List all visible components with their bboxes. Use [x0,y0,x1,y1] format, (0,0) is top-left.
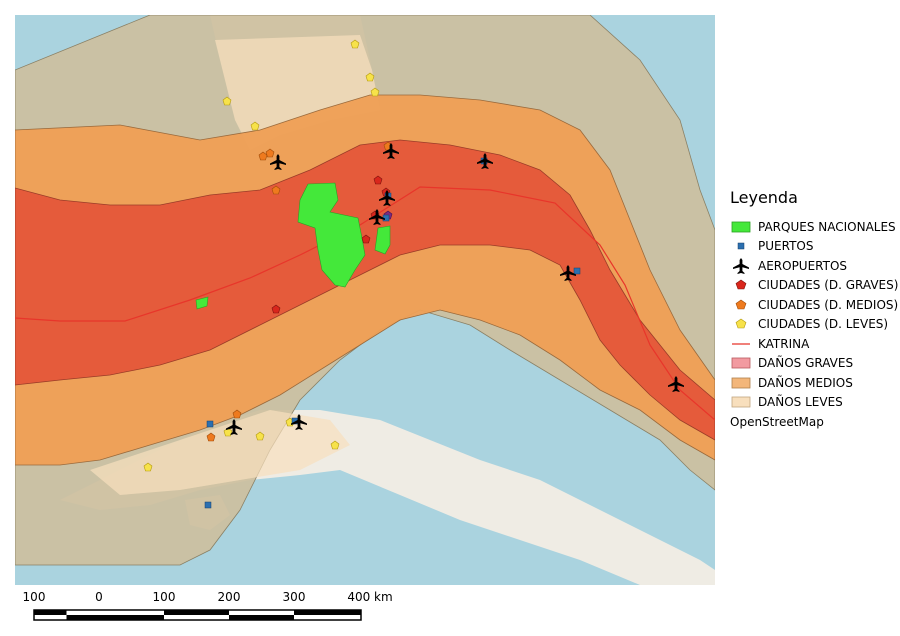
national-park-everglades [297,182,366,288]
legend: Leyenda PARQUES NACIONALES PUERTOS AEROP… [730,188,900,432]
light-damage-cuba [90,410,350,495]
pentagon-yellow-icon [730,316,752,332]
city-medium [206,432,216,442]
track-line-icon [730,336,752,352]
city-light [370,87,380,97]
cities-light-layer [143,39,380,472]
legend-label: AEROPUERTOS [758,258,848,273]
cities-medium-layer [206,141,393,442]
legend-item-airports: AEROPUERTOS [730,256,900,276]
legend-title: Leyenda [730,188,798,207]
scale-label: 0 [95,590,103,604]
city-medium [265,148,275,158]
city-light [222,96,232,106]
port [573,267,581,275]
city-medium [232,409,242,419]
city-severe [373,175,383,185]
legend-item-cities-light: CIUDADES (D. LEVES) [730,315,900,335]
scale-label: 300 [282,590,306,604]
park-swatch-icon [730,219,752,235]
legend-label: PUERTOS [758,239,814,254]
map-frame[interactable] [15,15,715,585]
pentagon-red-icon [730,277,752,293]
city-severe [361,234,371,244]
legend-item-damage-medium: DAÑOS MEDIOS [730,373,900,393]
katrina-track [15,186,715,421]
legend-item-parks: PARQUES NACIONALES [730,217,900,237]
scale-label: 100 [152,590,176,604]
city-severe [271,304,281,314]
map-canvas[interactable] [15,15,715,585]
city-light [143,462,153,472]
legend-label: OpenStreetMap [730,414,824,429]
legend-item-katrina: KATRINA [730,334,900,354]
port-square-icon [730,238,752,254]
legend-item-damage-light: DAÑOS LEVES [730,393,900,413]
city-light [365,72,375,82]
scale-label: 100 [22,590,46,604]
legend-item-cities-severe: CIUDADES (D. GRAVES) [730,276,900,296]
legend-item-cities-medium: CIUDADES (D. MEDIOS) [730,295,900,315]
city-light [250,121,260,131]
light-damage-florida [215,35,380,150]
legend-label: CIUDADES (D. MEDIOS) [758,297,899,312]
legend-label: DAÑOS GRAVES [758,356,854,371]
medium-swatch-icon [730,375,752,391]
port [204,501,212,509]
severe-damage-zone [15,139,715,441]
light-swatch-icon [730,394,752,410]
pentagon-orange-icon [730,297,752,313]
legend-label: CIUDADES (D. GRAVES) [758,278,899,293]
severe-swatch-icon [730,355,752,371]
legend-label: PARQUES NACIONALES [758,219,896,234]
scale-label: 400 km [347,590,393,604]
city-light [330,440,340,450]
legend-label: CIUDADES (D. LEVES) [758,317,889,332]
legend-label: DAÑOS MEDIOS [758,375,853,390]
national-park-biscayne [374,225,391,255]
scale-label: 200 [217,590,241,604]
scale-bar-graphic [33,609,362,621]
legend-label: DAÑOS LEVES [758,395,843,410]
legend-item-osm: OpenStreetMap [730,412,900,432]
legend-item-ports: PUERTOS [730,237,900,257]
scale-bar: 100 0 100 200 300 400 km [20,590,400,630]
legend-label: KATRINA [758,336,810,351]
national-park-tortugas [195,296,209,310]
city-medium [271,185,281,195]
airplane-icon [730,257,752,274]
city-medium [258,151,268,161]
legend-item-damage-severe: DAÑOS GRAVES [730,354,900,374]
port [206,420,214,428]
city-light [255,431,265,441]
city-light [350,39,360,49]
